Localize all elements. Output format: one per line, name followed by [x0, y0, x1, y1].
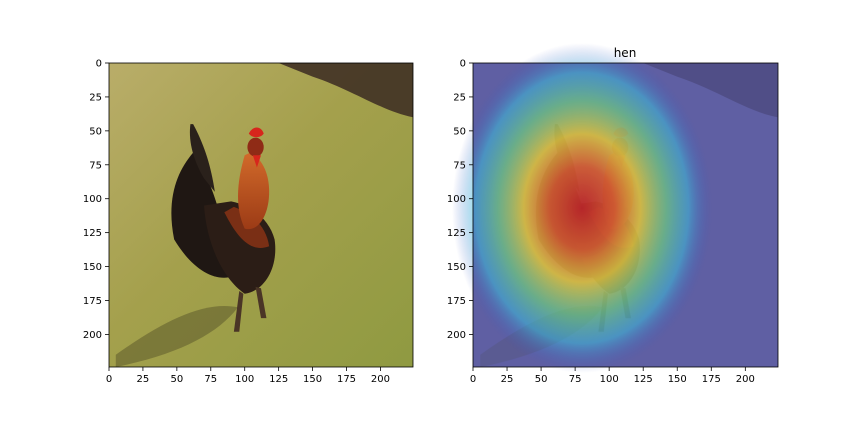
photo-heatmap	[452, 43, 778, 373]
y-tick-label: 75	[453, 160, 466, 171]
x-tick-label: 50	[535, 374, 548, 385]
y-tick-label: 200	[447, 330, 466, 341]
y-tick-label: 125	[83, 228, 102, 239]
y-tick-label: 200	[83, 330, 102, 341]
x-tick-label: 200	[736, 374, 755, 385]
panel-heatmap: hen 0 25 50 75 100 125 150 175 200 0 25 50 75 100 125 1…	[447, 43, 779, 386]
ticks-right: 0 25 50 75 100 125 150 175 200 0 25 50 75 100 125 150 17…	[447, 59, 755, 386]
y-tick-label: 175	[447, 296, 466, 307]
x-tick-label: 25	[501, 374, 514, 385]
x-tick-label: 25	[137, 374, 150, 385]
axes-frame-right	[472, 62, 779, 368]
x-tick-label: 100	[600, 374, 619, 385]
x-tick-label: 175	[702, 374, 721, 385]
y-tick-label: 25	[453, 92, 466, 103]
panel-title: hen	[614, 46, 637, 60]
y-tick-label: 175	[83, 296, 102, 307]
y-tick-label: 150	[447, 262, 466, 273]
x-tick-label: 150	[303, 374, 322, 385]
y-tick-label: 150	[83, 262, 102, 273]
x-tick-label: 200	[371, 374, 390, 385]
y-tick-label: 25	[89, 92, 102, 103]
panel-original: 0 25 50 75 100 125 150 175 200 0 25 50 75 100 125 150 17…	[83, 59, 414, 386]
y-tick-label: 50	[453, 126, 466, 137]
x-tick-label: 75	[204, 374, 217, 385]
x-tick-label: 125	[634, 374, 653, 385]
x-tick-label: 0	[106, 374, 112, 385]
ticks-left: 0 25 50 75 100 125 150 175 200 0 25 50 75 100 125 150 17…	[83, 59, 390, 386]
x-tick-label: 75	[569, 374, 582, 385]
axes-frame-left	[108, 62, 414, 368]
y-tick-label: 100	[447, 194, 466, 205]
y-tick-label: 100	[83, 194, 102, 205]
photo-original	[109, 63, 413, 367]
x-tick-label: 175	[337, 374, 356, 385]
y-tick-label: 0	[460, 59, 466, 70]
y-tick-label: 125	[447, 228, 466, 239]
y-tick-label: 50	[89, 126, 102, 137]
x-tick-label: 50	[170, 374, 183, 385]
x-tick-label: 100	[235, 374, 254, 385]
y-tick-label: 75	[89, 160, 102, 171]
y-tick-label: 0	[96, 59, 102, 70]
x-tick-label: 0	[470, 374, 476, 385]
x-tick-label: 150	[668, 374, 687, 385]
x-tick-label: 125	[269, 374, 288, 385]
